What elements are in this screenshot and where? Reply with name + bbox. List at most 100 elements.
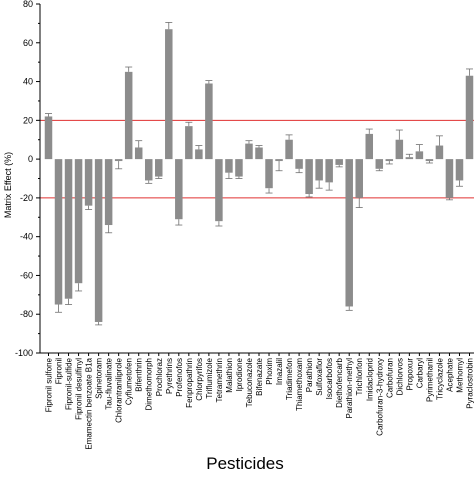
bar-35 <box>395 139 404 160</box>
bar-series <box>44 22 474 326</box>
bar-29 <box>335 159 343 165</box>
bar-14 <box>185 126 193 160</box>
x-tick-label: Tricyclazole <box>435 357 444 399</box>
bar-32 <box>365 133 374 160</box>
x-tick-label: Acephate <box>445 357 454 391</box>
x-tick-label: Profenofos <box>175 358 184 397</box>
x-tick-label: Carbofuran-3-hydroxy <box>375 358 384 436</box>
x-tick-label: Dichlorvos <box>395 358 404 395</box>
y-tick-label: -100 <box>15 348 33 358</box>
x-tick-label: Prochloraz <box>155 358 164 396</box>
x-tick-label: Methomyl <box>455 358 464 393</box>
x-tick-label: Chlorantraniliprole <box>115 357 124 422</box>
bar-5 <box>94 159 103 322</box>
bar-12 <box>165 29 173 160</box>
bar-31 <box>355 159 363 198</box>
x-tick-label: Pyraclostrobin <box>466 358 474 409</box>
x-tick-label: Iprodione <box>235 357 244 391</box>
x-axis-category-labels: Fipronil sulfone Fipronil Fipronil-sulfide… <box>45 353 474 450</box>
bar-17 <box>215 159 223 222</box>
bar-20 <box>245 143 253 160</box>
x-tick-label: Tau-fluvalinate <box>105 357 114 409</box>
bar-8 <box>124 71 133 160</box>
bar-25 <box>295 159 303 169</box>
bar-19 <box>235 159 243 177</box>
bar-23 <box>275 159 283 162</box>
x-tick-label: Thiamethoxam <box>295 358 304 411</box>
y-tick-label: -20 <box>20 193 33 203</box>
x-tick-label: Imidacloprid <box>365 358 374 401</box>
x-tick-label: Parathion <box>305 358 314 392</box>
x-tick-label: Pyrethrins <box>165 358 174 394</box>
bar-1 <box>54 159 63 305</box>
bar-13 <box>175 159 183 220</box>
x-tick-label: Tetramethrin <box>215 358 224 402</box>
x-tick-label: Chlorpyrifos <box>195 358 204 401</box>
x-tick-label: Diethofencarb <box>335 357 344 407</box>
bar-2 <box>64 159 73 299</box>
bar-18 <box>225 159 233 173</box>
y-tick-label: 0 <box>28 154 33 164</box>
x-tick-label: Tebuconazole <box>245 357 254 407</box>
x-tick-label: Carbofuran <box>385 358 394 398</box>
bar-15 <box>195 149 203 160</box>
y-tick-label: -40 <box>20 232 33 242</box>
bar-24 <box>285 139 293 160</box>
x-tick-label: Pyrimethanil <box>425 358 434 402</box>
bar-37 <box>415 151 424 160</box>
bar-4 <box>84 159 93 206</box>
bar-22 <box>265 159 273 189</box>
bar-3 <box>74 159 83 284</box>
x-tick-label: Imazalil <box>275 358 284 385</box>
y-tick-label: 80 <box>23 0 33 9</box>
bar-9 <box>134 147 143 160</box>
bar-30 <box>345 159 353 307</box>
x-tick-label: Trichlorfon <box>355 358 364 396</box>
x-tick-label: Carbaryl <box>415 358 424 388</box>
x-axis-title: Pesticides <box>206 454 283 473</box>
bar-38 <box>425 159 434 162</box>
bar-16 <box>205 83 213 160</box>
x-tick-label: Triadimefon <box>285 358 294 400</box>
y-tick-label: 60 <box>23 38 33 48</box>
x-tick-label: Phoxim <box>265 358 274 385</box>
bar-28 <box>325 159 333 183</box>
bar-7 <box>114 159 123 162</box>
x-tick-label: Propoxur <box>405 358 414 391</box>
x-tick-label: Isocarbofos <box>325 358 334 399</box>
y-tick-label: -60 <box>20 270 33 280</box>
x-tick-label: Cyflumetofen <box>125 358 134 405</box>
bar-42 <box>465 75 474 160</box>
x-tick-label: Triflumizole <box>205 357 214 398</box>
x-tick-label: Fipronil desulfinyl <box>75 358 84 420</box>
x-tick-label: Fipronil sulfone <box>45 357 54 412</box>
bar-6 <box>104 159 113 226</box>
bar-41 <box>455 159 464 181</box>
x-tick-label: Fipronil-sulfide <box>65 357 74 410</box>
y-tick-label: 40 <box>23 77 33 87</box>
bar-40 <box>445 159 454 198</box>
bar-27 <box>315 159 323 181</box>
x-tick-label: Parathion-methyl <box>345 358 354 419</box>
x-tick-label: Emamectin benzoate B1a <box>85 357 94 449</box>
bar-0 <box>44 116 53 160</box>
x-tick-label: Spinetoram <box>95 358 104 399</box>
y-axis-title: Matrix Effect (%) <box>3 152 13 218</box>
bar-36 <box>405 157 414 160</box>
bar-21 <box>255 147 263 160</box>
y-tick-label: -80 <box>20 309 33 319</box>
x-tick-label: Bifenazate <box>255 357 264 395</box>
x-tick-label: Fenpropathrin <box>185 358 194 408</box>
bar-26 <box>305 159 313 195</box>
y-axis-ticks: -100 -80 -60 -40 -20 0 20 40 60 80 <box>15 0 40 358</box>
bar-39 <box>435 145 444 160</box>
x-tick-label: Bifenthrin <box>135 358 144 392</box>
x-tick-label: Malathion <box>225 358 234 393</box>
bar-34 <box>385 159 394 162</box>
bar-33 <box>375 159 384 169</box>
x-tick-label: Sulfoxaflor <box>315 358 324 396</box>
x-tick-label: Fipronil <box>55 358 64 384</box>
y-tick-label: 20 <box>23 115 33 125</box>
x-tick-label: Dimethomorph <box>145 358 154 410</box>
